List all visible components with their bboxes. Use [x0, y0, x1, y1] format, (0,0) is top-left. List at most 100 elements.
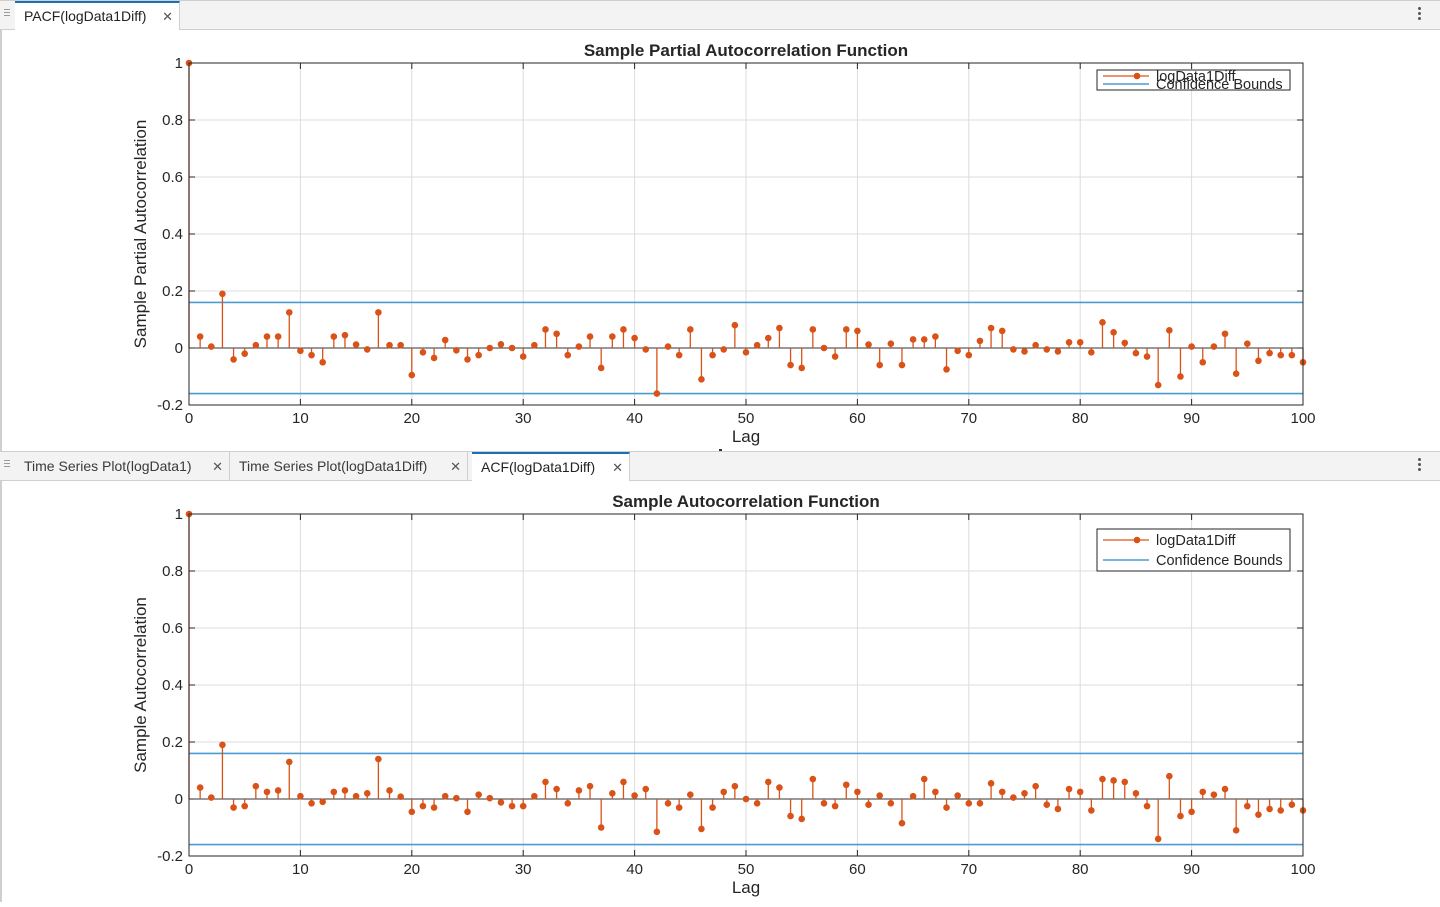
stem-marker — [553, 330, 560, 338]
grip-icon[interactable] — [4, 9, 10, 21]
stem-marker — [1255, 811, 1262, 818]
x-tick-label: 90 — [1183, 410, 1200, 427]
stem-marker — [341, 331, 349, 339]
stem-marker — [954, 792, 961, 799]
stem-marker — [709, 351, 716, 359]
legend-label: logData1Diff — [1156, 533, 1237, 549]
stem-marker — [1244, 802, 1251, 810]
tab-time-series-logdata1[interactable]: Time Series Plot(logData1) ✕ — [15, 452, 230, 481]
stem-marker — [675, 351, 683, 359]
y-tick-label: 0.6 — [162, 620, 183, 637]
close-icon[interactable]: ✕ — [450, 459, 461, 474]
stem-marker — [386, 341, 393, 349]
stem-marker — [508, 344, 516, 352]
stem-marker — [764, 334, 772, 342]
panel-splitter[interactable] — [719, 449, 722, 452]
stem-marker — [687, 326, 694, 333]
grip-icon[interactable] — [4, 460, 10, 472]
stem-marker — [776, 784, 783, 791]
chart-title: Sample Partial Autocorrelation Function — [584, 41, 908, 60]
stem-marker — [285, 758, 293, 766]
stem-marker — [798, 364, 805, 372]
stem-marker — [1255, 357, 1262, 365]
stem-marker — [341, 787, 349, 794]
stem-marker — [352, 341, 360, 348]
stem-marker — [1121, 339, 1129, 347]
y-tick-label: 0.8 — [162, 112, 183, 129]
stem-marker — [698, 376, 705, 383]
stem-marker — [1188, 808, 1195, 816]
stem-marker — [787, 361, 794, 369]
stem-marker — [764, 778, 772, 786]
y-tick-label: -0.2 — [157, 397, 183, 414]
stem-marker — [597, 824, 605, 831]
stem-marker — [1143, 353, 1151, 360]
stem-marker — [419, 348, 427, 356]
stem-marker — [1010, 346, 1017, 353]
y-tick-label: 0 — [175, 791, 183, 808]
close-icon[interactable]: ✕ — [162, 9, 173, 24]
stem-marker — [564, 799, 572, 807]
x-tick-label: 10 — [292, 861, 309, 878]
stem-marker — [664, 799, 672, 807]
stem-marker — [620, 778, 627, 786]
close-icon[interactable]: ✕ — [212, 459, 223, 474]
x-tick-label: 70 — [960, 410, 977, 427]
stem-marker — [1188, 343, 1195, 350]
y-tick-label: 0.8 — [162, 563, 183, 580]
stem-marker — [1054, 348, 1062, 355]
x-tick-label: 70 — [960, 861, 977, 878]
stem-marker — [1166, 772, 1173, 780]
stem-marker — [1043, 346, 1051, 353]
chart-title: Sample Autocorrelation Function — [612, 492, 880, 511]
x-axis-label: Lag — [732, 427, 760, 446]
stem-marker — [653, 390, 661, 397]
stem-marker — [597, 364, 605, 372]
stem-marker — [954, 347, 961, 355]
x-tick-label: 30 — [515, 861, 532, 878]
stem-marker — [820, 799, 828, 807]
stem-marker — [998, 327, 1006, 335]
stem-marker — [1054, 805, 1062, 813]
stem-marker — [1199, 358, 1207, 366]
acf-panel: Time Series Plot(logData1) ✕ Time Series… — [0, 451, 1440, 902]
stem-marker — [742, 795, 750, 803]
y-tick-label: 1 — [175, 55, 183, 72]
stem-marker — [653, 828, 661, 836]
stem-marker — [631, 792, 638, 799]
stem-marker — [475, 351, 482, 359]
stem-marker — [1076, 788, 1084, 796]
stem-marker — [319, 798, 326, 806]
stem-marker — [352, 792, 360, 800]
x-tick-label: 100 — [1290, 861, 1315, 878]
stem-marker — [441, 792, 449, 800]
stem-marker — [1110, 329, 1117, 336]
stem-marker — [753, 799, 761, 807]
stem-marker — [1277, 807, 1285, 814]
stem-marker — [586, 333, 594, 340]
stem-marker — [475, 791, 482, 799]
more-vertical-icon[interactable] — [1416, 7, 1422, 23]
stem-marker — [898, 361, 906, 369]
tab-time-series-logdata1diff[interactable]: Time Series Plot(logData1Diff) ✕ — [230, 452, 468, 481]
stem-marker — [419, 802, 427, 810]
close-icon[interactable]: ✕ — [612, 460, 623, 475]
stem-marker — [486, 344, 494, 352]
stem-marker — [1199, 788, 1207, 796]
stem-marker — [497, 340, 505, 348]
more-vertical-icon[interactable] — [1416, 458, 1422, 474]
x-tick-label: 80 — [1072, 410, 1089, 427]
tab-pacf[interactable]: PACF(logData1Diff) ✕ — [15, 1, 180, 31]
stem-marker — [241, 802, 248, 810]
stem-marker — [1288, 351, 1296, 359]
stem-marker — [1076, 339, 1084, 346]
tab-acf[interactable]: ACF(logData1Diff) ✕ — [472, 452, 630, 482]
x-tick-label: 50 — [738, 861, 755, 878]
stem-marker — [230, 804, 237, 811]
stem-marker — [531, 341, 538, 349]
stem-marker — [430, 354, 438, 362]
stem-marker — [965, 799, 973, 807]
stem-marker — [408, 808, 416, 816]
stem-marker — [375, 309, 382, 316]
